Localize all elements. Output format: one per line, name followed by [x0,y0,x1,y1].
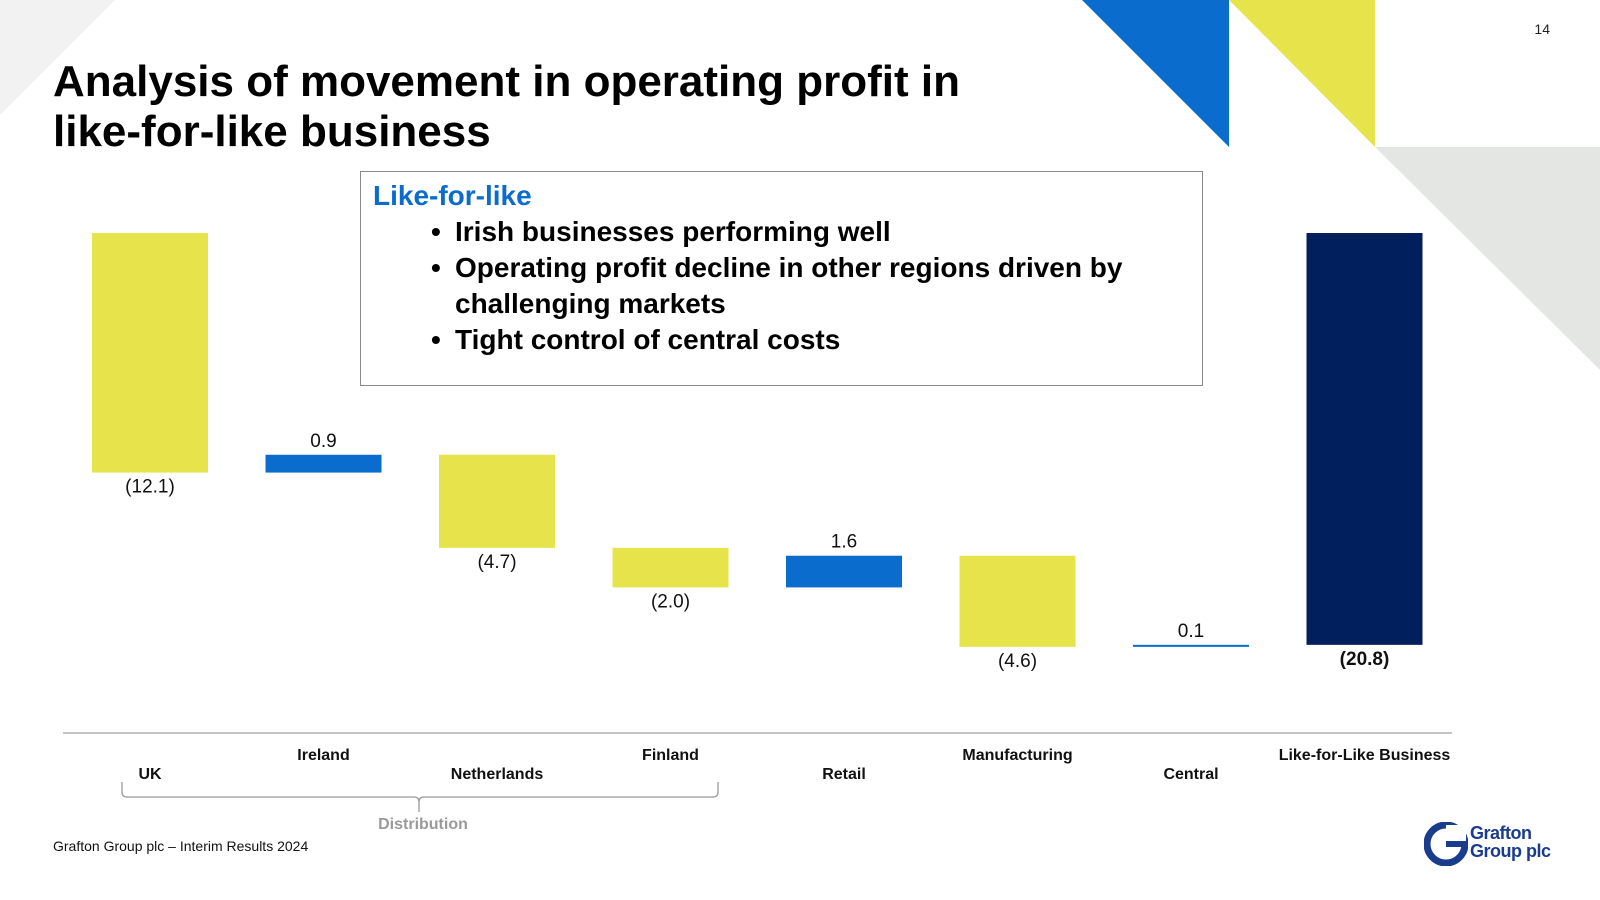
callout-bullet: Operating profit decline in other region… [431,250,1185,322]
group-label-distribution: Distribution [378,816,468,833]
data-label-ireland: 0.9 [310,431,336,452]
data-label-netherlands: (4.7) [477,552,516,573]
blue-triangle [1082,0,1229,147]
category-label-uk: UK [138,766,162,783]
category-label-netherlands: Netherlands [451,766,544,783]
footer-text: Grafton Group plc – Interim Results 2024 [53,838,309,854]
bar-finland [612,547,729,588]
category-label-central: Central [1163,766,1218,783]
bar-like-for-like-business [1306,233,1423,645]
data-label-retail: 1.6 [831,532,857,553]
grey-corner-triangle-left [0,0,115,115]
bar-retail [786,555,902,588]
callout-heading: Like-for-like [373,180,532,211]
callout-bullet: Tight control of central costs [431,322,1185,358]
callout-box: Like-for-like Irish businesses performin… [360,171,1203,386]
callout-bullets: Irish businesses performing well Operati… [431,214,1185,358]
bar-uk [92,233,208,473]
logo-g-mark-icon [1424,822,1468,866]
distribution-bracket [121,782,719,812]
callout-bullet: Irish businesses performing well [431,214,1185,250]
category-label-ireland: Ireland [297,747,349,764]
logo-line-1: Grafton [1470,823,1532,843]
page-number: 14 [1534,21,1550,37]
logo-text: Grafton Group plc [1470,824,1551,860]
data-label-central: 0.1 [1178,621,1204,642]
yellow-triangle [1229,0,1375,147]
category-label-manufacturing: Manufacturing [962,747,1072,764]
data-label-manufacturing: (4.6) [998,651,1037,672]
data-label-uk: (12.1) [125,477,175,498]
company-logo: Grafton Group plc [1424,820,1554,866]
grey-triangle-right [1375,147,1600,370]
bar-manufacturing [959,555,1076,647]
category-label-retail: Retail [822,766,866,783]
page-title: Analysis of movement in operating profit… [53,57,960,156]
bar-ireland [265,454,382,473]
data-label-like-for-like-business: (20.8) [1340,649,1390,670]
bar-netherlands [439,454,555,548]
category-label-finland: Finland [642,747,699,764]
logo-line-2: Group plc [1470,841,1551,861]
bar-central [1133,644,1249,647]
category-label-like-for-like-business: Like-for-Like Business [1279,747,1451,764]
data-label-finland: (2.0) [651,591,690,612]
